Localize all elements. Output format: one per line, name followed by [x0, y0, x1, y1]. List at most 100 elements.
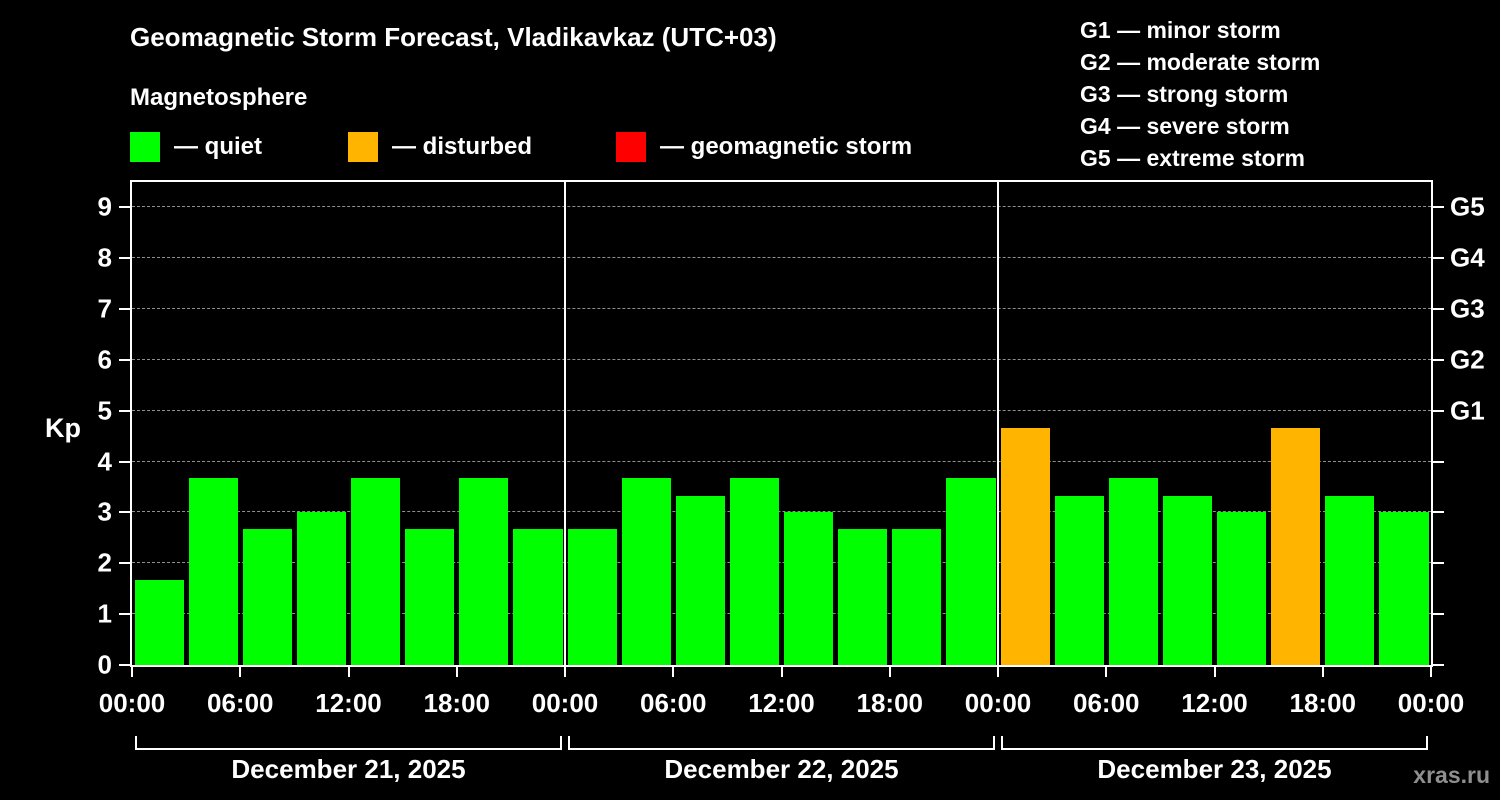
kp-bar-quiet [1162, 495, 1212, 665]
quiet-swatch [130, 132, 160, 162]
storm-swatch [616, 132, 646, 162]
y-tick-label: 1 [97, 598, 112, 629]
date-label: December 21, 2025 [231, 754, 466, 784]
x-tick-mark [347, 667, 350, 677]
kp-bar-quiet [621, 478, 671, 665]
y-tick-label: 3 [97, 496, 112, 527]
kp-bar-quiet [134, 580, 184, 665]
plot-area [130, 180, 1433, 667]
x-tick-label: 18:00 [1289, 688, 1357, 718]
kp-bar-quiet [1108, 478, 1158, 665]
kp-axis-label: Kp [45, 413, 81, 443]
kp-bar-quiet [892, 529, 942, 665]
gridline-kp1 [132, 613, 1431, 615]
disturbed-label: — disturbed [392, 133, 533, 160]
y-tick-mark-right [1433, 257, 1444, 260]
x-tick-mark [672, 667, 675, 677]
y-tick-label: 6 [97, 344, 112, 375]
legend-item-disturbed: — disturbed [348, 132, 532, 162]
kp-bar-quiet [459, 478, 509, 665]
kp-bar-quiet [1379, 512, 1429, 665]
kp-bar-quiet [242, 529, 292, 665]
gridline-kp2 [132, 562, 1431, 564]
g1-legend-line: G1 — minor storm [1080, 17, 1281, 43]
magnetosphere-label: Magnetosphere [130, 84, 308, 111]
y-tick-mark-left [119, 511, 130, 514]
x-tick-mark [1213, 667, 1216, 677]
x-tick-label: 12:00 [315, 688, 382, 718]
watermark: xras.ru [1413, 762, 1490, 788]
g-axis-label-g5: G5 [1450, 191, 1485, 222]
g5-legend-line: G5 — extreme storm [1080, 145, 1305, 171]
y-tick-mark-left [119, 257, 130, 260]
y-tick-mark-left [119, 308, 130, 311]
gridline-kp4 [132, 460, 1431, 462]
kp-bar-quiet [513, 529, 563, 665]
date-label: December 23, 2025 [1097, 754, 1332, 784]
kp-bar-quiet [729, 478, 779, 665]
gridline-kp9 [132, 206, 1431, 208]
y-tick-mark-right [1433, 308, 1444, 311]
y-tick-mark-left [119, 206, 130, 209]
legend-item-storm: — geomagnetic storm [616, 132, 912, 162]
y-tick-label: 0 [97, 649, 112, 680]
disturbed-swatch [348, 132, 378, 162]
date-bracket [135, 736, 562, 750]
y-tick-mark-right [1433, 613, 1444, 616]
date-label: December 22, 2025 [664, 754, 899, 784]
y-tick-label: 9 [97, 191, 112, 222]
y-tick-mark-left [119, 460, 130, 463]
kp-bar-quiet [1217, 512, 1267, 665]
x-tick-label: 06:00 [640, 688, 707, 718]
x-tick-mark [1430, 667, 1432, 677]
y-tick-mark-right [1433, 460, 1444, 463]
x-tick-label: 18:00 [856, 688, 924, 718]
y-tick-mark-left [119, 664, 130, 666]
y-tick-mark-right [1433, 358, 1444, 361]
x-tick-mark [131, 667, 133, 677]
kp-bar-disturbed [1271, 427, 1321, 665]
g-axis-label-g3: G3 [1450, 293, 1485, 324]
x-tick-label: 00:00 [531, 688, 599, 718]
y-tick-mark-right [1433, 562, 1444, 565]
g-axis-label-g4: G4 [1450, 242, 1485, 273]
y-tick-mark-left [119, 613, 130, 616]
x-tick-label: 00:00 [964, 688, 1032, 718]
day-separator [564, 182, 566, 665]
gridline-kp6 [132, 358, 1431, 360]
y-tick-mark-right [1433, 664, 1444, 666]
y-tick-label: 2 [97, 547, 112, 578]
g3-legend-line: G3 — strong storm [1080, 81, 1289, 107]
x-tick-mark [564, 667, 566, 677]
kp-bar-quiet [784, 512, 834, 665]
x-tick-label: 18:00 [423, 688, 491, 718]
g2-legend-line: G2 — moderate storm [1080, 49, 1321, 75]
x-tick-label: 06:00 [207, 688, 274, 718]
gridline-kp8 [132, 257, 1431, 259]
g-axis-label-g1: G1 [1450, 395, 1485, 426]
x-tick-mark [455, 667, 458, 677]
y-tick-label: 8 [97, 242, 112, 273]
gridline-kp7 [132, 308, 1431, 310]
kp-bar-quiet [567, 529, 617, 665]
x-tick-mark [780, 667, 783, 677]
storm-label: — geomagnetic storm [660, 133, 913, 160]
day-separator [997, 182, 999, 665]
g-scale-legend: G1 — minor storm G2 — moderate storm G3 … [1080, 14, 1320, 174]
x-tick-mark [1105, 667, 1108, 677]
y-tick-mark-left [119, 562, 130, 565]
kp-bar-quiet [675, 495, 725, 665]
g-axis-label-g2: G2 [1450, 344, 1485, 375]
x-tick-mark [239, 667, 242, 677]
kp-bar-quiet [946, 478, 996, 665]
y-tick-mark-right [1433, 206, 1444, 209]
y-tick-label: 7 [97, 293, 112, 324]
gridline-kp3 [132, 511, 1431, 513]
kp-bar-quiet [351, 478, 401, 665]
gridline-kp5 [132, 409, 1431, 411]
x-tick-mark [997, 667, 999, 677]
g4-legend-line: G4 — severe storm [1080, 113, 1290, 139]
x-tick-label: 06:00 [1073, 688, 1140, 718]
page-title: Geomagnetic Storm Forecast, Vladikavkaz … [130, 22, 777, 52]
